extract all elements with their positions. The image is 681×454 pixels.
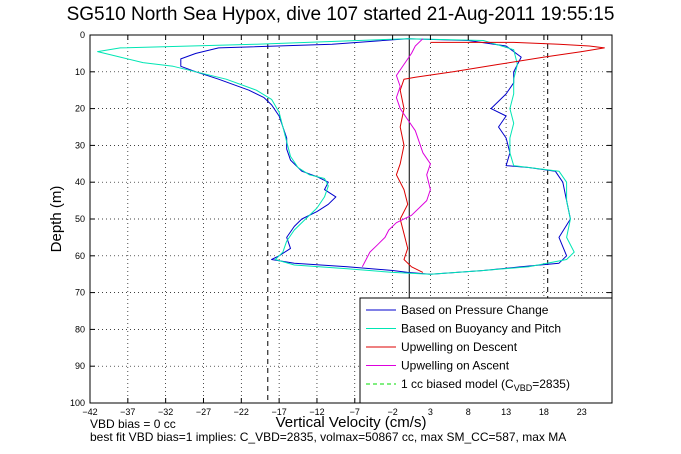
- x-tick-label: −17: [271, 407, 286, 417]
- x-tick-label: −32: [158, 407, 173, 417]
- chart-title: SG510 North Sea Hypox, dive 107 started …: [66, 4, 615, 25]
- vbd-bias-note: VBD bias = 0 cc: [90, 417, 176, 431]
- y-tick-label: 80: [75, 324, 85, 334]
- y-tick-label: 40: [75, 177, 85, 187]
- legend-label-4: 1 cc biased model (CVBD=2835): [401, 377, 570, 393]
- y-tick-label: 30: [75, 140, 85, 150]
- series-line-2: [395, 41, 605, 273]
- x-axis-label: Vertical Velocity (cm/s): [276, 414, 427, 431]
- x-tick-label: −27: [196, 407, 211, 417]
- y-tick-label: 50: [75, 214, 85, 224]
- legend-box: [359, 297, 613, 404]
- y-tick-label: 0: [80, 30, 85, 40]
- x-tick-label: −12: [309, 407, 324, 417]
- legend-label-3: Upwelling on Ascent: [401, 359, 510, 373]
- x-tick-label: 23: [577, 407, 587, 417]
- y-tick-label: 10: [75, 67, 85, 77]
- x-tick-label: 13: [501, 407, 511, 417]
- legend-label-2: Upwelling on Descent: [401, 340, 518, 354]
- legend-label-1: Based on Buoyancy and Pitch: [401, 322, 561, 336]
- series-line-1: [97, 38, 575, 275]
- x-tick-label: −42: [82, 407, 97, 417]
- series-line-0: [180, 38, 571, 275]
- y-tick-label: 70: [75, 288, 85, 298]
- y-tick-label: 60: [75, 251, 85, 261]
- y-tick-label: 100: [70, 398, 85, 408]
- x-tick-label: −7: [350, 407, 360, 417]
- x-tick-label: −2: [387, 407, 397, 417]
- legend-label-0: Based on Pressure Change: [401, 303, 549, 317]
- x-tick-label: 18: [539, 407, 549, 417]
- y-tick-label: 20: [75, 104, 85, 114]
- series-line-3: [361, 38, 431, 268]
- best-fit-note: best fit VBD bias=1 implies: C_VBD=2835,…: [90, 430, 567, 444]
- x-tick-label: −22: [234, 407, 249, 417]
- y-axis-label: Depth (m): [48, 186, 65, 253]
- x-tick-label: 8: [466, 407, 471, 417]
- x-tick-label: 3: [428, 407, 433, 417]
- x-tick-label: −37: [120, 407, 135, 417]
- y-tick-label: 90: [75, 361, 85, 371]
